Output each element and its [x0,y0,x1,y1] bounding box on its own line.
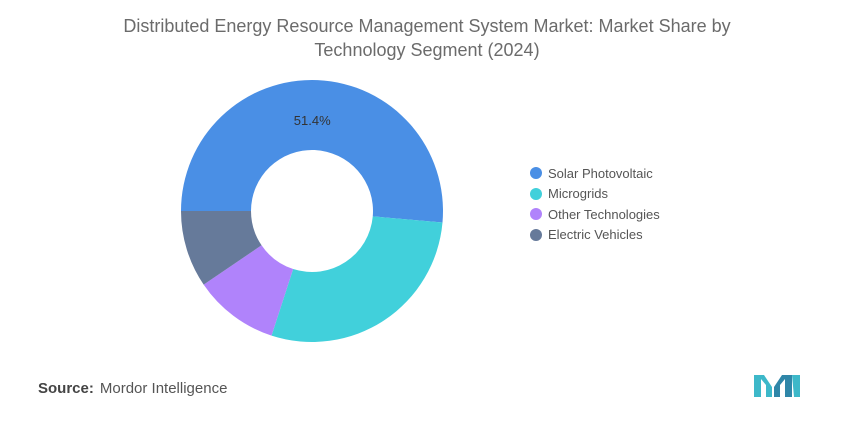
logo-mark-edge [792,375,800,397]
legend-swatch-solar [530,167,542,180]
legend-label-other: Other Technologies [548,206,660,222]
legend-label-ev: Electric Vehicles [548,227,643,243]
legend-swatch-ev [530,228,542,241]
donut-slice-solar [181,80,443,223]
donut-slice-microgrids [271,216,443,342]
donut-slice-other [203,245,294,336]
legend-item-ev: Electric Vehicles [530,225,660,246]
legend-item-microgrids: Microgrids [530,184,660,205]
source-label: Source: [38,380,94,397]
logo-mark-right [774,375,792,397]
donut-slice-ev [181,211,262,285]
logo-mark-left [754,375,772,397]
source-value: Mordor Intelligence [99,380,228,397]
legend-item-other: Other Technologies [530,204,660,225]
legend-item-solar: Solar Photovoltaic [530,163,660,184]
chart-title: Distributed Energy Resource Management S… [123,16,731,60]
legend-swatch-other [530,208,542,221]
legend-label-solar: Solar Photovoltaic [548,165,653,181]
source-note: Source: Mordor Intelligence [38,380,227,397]
chart-legend: Solar Photovoltaic Microgrids Other Tech… [530,163,660,245]
mordor-intelligence-logo-icon [754,375,800,397]
legend-swatch-microgrids [530,187,542,200]
data-label-solar: 51.4% [294,113,331,128]
legend-label-microgrids: Microgrids [548,186,608,202]
